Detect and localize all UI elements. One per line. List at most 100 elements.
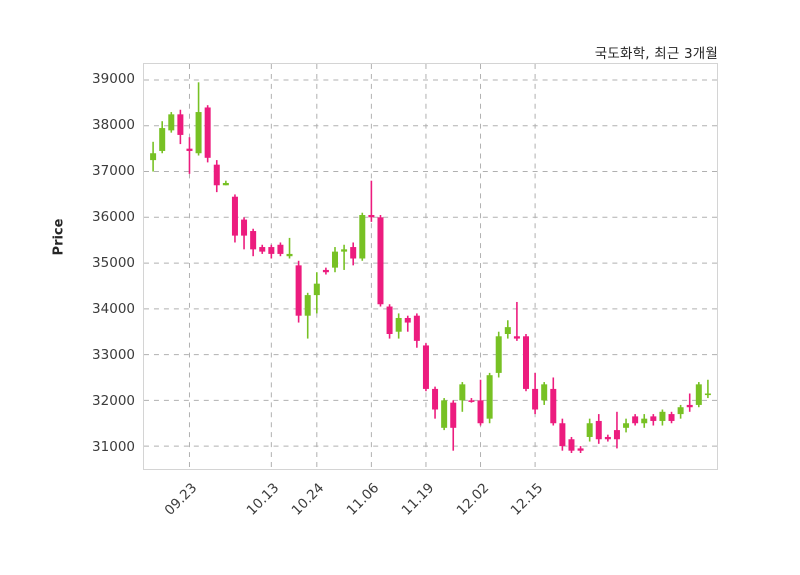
candlestick-body <box>413 315 420 341</box>
candlestick <box>695 382 702 408</box>
candlestick-body <box>213 164 220 186</box>
y-tick-label: 31000 <box>92 439 135 455</box>
candlestick-body <box>513 336 520 339</box>
candlestick-body <box>186 148 193 151</box>
x-tick-label: 10.13 <box>243 480 283 519</box>
y-tick-label: 34000 <box>92 301 135 318</box>
candlestick-body <box>623 423 630 428</box>
candlestick <box>604 434 611 442</box>
candlestick-body <box>386 306 393 334</box>
candlestick-body <box>695 384 702 405</box>
candlestick <box>286 237 293 259</box>
candlestick <box>304 292 311 339</box>
candlestick <box>504 320 511 339</box>
candlestick-body <box>231 196 238 236</box>
candlestick-body <box>277 244 284 254</box>
candlestick <box>395 313 402 339</box>
candlestick <box>159 121 166 154</box>
candlestick-body <box>286 253 293 257</box>
candlestick <box>613 411 620 449</box>
candlestick-body <box>577 448 584 451</box>
candlestick-body <box>250 231 257 250</box>
candlestick <box>222 180 229 186</box>
grid-lines <box>144 64 717 469</box>
candlestick <box>477 379 484 426</box>
plot-area <box>143 63 718 470</box>
candlestick <box>495 331 502 378</box>
candlestick-body <box>450 402 457 428</box>
candlestick <box>432 386 439 419</box>
candlestick <box>623 418 630 433</box>
candlestick-body <box>541 384 548 401</box>
candlestick-body <box>168 114 175 131</box>
candlestick-body <box>659 411 666 421</box>
candlestick <box>422 343 429 392</box>
candlestick-body <box>495 336 502 373</box>
candlestick <box>277 242 284 257</box>
candlestick-body <box>404 317 411 323</box>
candlestick <box>313 272 320 314</box>
candlestick-body <box>195 112 202 154</box>
y-tick-label: 37000 <box>92 163 135 180</box>
candlestick <box>268 244 275 259</box>
candlestick <box>231 194 238 243</box>
candlestick <box>468 398 475 403</box>
candlestick <box>459 382 466 412</box>
candlestick <box>668 411 675 424</box>
candlestick-series <box>150 82 711 453</box>
y-tick-label: 35000 <box>92 255 135 272</box>
candlestick <box>559 418 566 451</box>
candlestick <box>168 112 175 133</box>
candlestick-body <box>677 407 684 415</box>
candlestick-body <box>331 251 339 268</box>
candlestick-body <box>259 247 266 252</box>
candlestick-body <box>604 436 611 440</box>
candlestick-body <box>641 418 648 424</box>
candlestick-body <box>268 247 275 254</box>
candlestick <box>450 400 457 451</box>
candlestick-body <box>377 217 384 305</box>
candlestick-body <box>341 249 348 252</box>
candlestick-body <box>613 430 620 440</box>
candlestick <box>641 414 648 428</box>
candlestick-body <box>704 393 711 396</box>
x-tick-label: 11.19 <box>398 480 438 519</box>
x-tick-label: 11.06 <box>343 480 383 519</box>
candlestick <box>404 315 411 332</box>
y-tick-label: 38000 <box>92 117 135 134</box>
candlestick <box>659 409 666 426</box>
candlestick-body <box>304 295 311 316</box>
candlestick-body <box>650 416 657 421</box>
candlestick-body <box>686 404 693 408</box>
candlestick <box>259 244 266 254</box>
candlestick <box>550 377 557 426</box>
candlestick-body <box>522 336 530 389</box>
candlestick-body <box>595 420 602 440</box>
candlestick <box>295 260 302 323</box>
candlestick <box>341 244 348 270</box>
candlestick <box>204 105 211 163</box>
candlestick-body <box>459 384 466 401</box>
candlestick-body <box>359 215 366 259</box>
candlestick-body <box>568 439 575 451</box>
candlestick <box>368 180 375 222</box>
candlestick <box>522 334 530 392</box>
y-axis-tick-labels: 31000 32000 33000 34000 35000 36000 37000 38000… <box>0 0 135 575</box>
candlestick <box>595 414 602 444</box>
candlestick-body <box>322 269 329 273</box>
y-tick-label: 36000 <box>92 209 135 226</box>
candlestick-body <box>295 265 302 316</box>
candlestick <box>359 212 366 261</box>
candlestick-body <box>368 215 375 218</box>
y-tick-label: 39000 <box>92 71 135 88</box>
candlestick <box>322 267 329 275</box>
candlestick-body <box>559 423 566 447</box>
candlestick <box>350 242 357 266</box>
candlestick-body <box>313 283 320 296</box>
y-tick-label: 32000 <box>92 393 135 410</box>
candlestick-body <box>468 400 475 402</box>
x-tick-label: 12.15 <box>508 480 547 519</box>
candlestick-body <box>222 182 229 186</box>
candlestick <box>331 247 339 273</box>
